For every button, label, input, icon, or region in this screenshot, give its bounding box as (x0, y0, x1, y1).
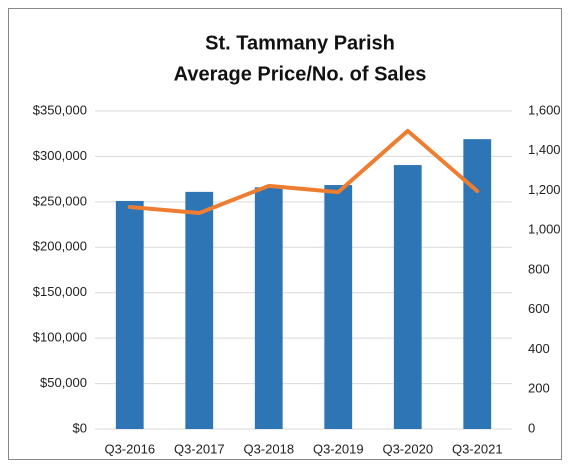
y-tick-label: $50,000 (40, 375, 87, 390)
bar (254, 187, 283, 429)
y-tick-label: $150,000 (33, 284, 87, 299)
x-tick-label: Q3-2018 (243, 441, 294, 456)
bar (324, 185, 353, 429)
y-tick-label: $350,000 (33, 102, 87, 117)
x-tick-label: Q3-2021 (452, 441, 503, 456)
bar (463, 139, 492, 429)
y2-tick-label: 0 (528, 420, 535, 435)
y-tick-label: $300,000 (33, 148, 87, 163)
bar (393, 165, 422, 429)
y2-tick-label: 1,200 (528, 182, 561, 197)
y2-tick-label: 800 (528, 261, 550, 276)
y2-tick-label: 200 (528, 381, 550, 396)
y-tick-label: $250,000 (33, 193, 87, 208)
x-tick-label: Q3-2019 (313, 441, 364, 456)
y-tick-label: $100,000 (33, 330, 87, 345)
y2-tick-label: 600 (528, 301, 550, 316)
y-tick-label: $0 (73, 420, 87, 435)
chart-title: St. Tammany Parish (205, 32, 395, 54)
y-tick-label: $200,000 (33, 239, 87, 254)
line-series (127, 128, 480, 215)
bar (115, 200, 144, 429)
y2-tick-label: 400 (528, 341, 550, 356)
x-tick-label: Q3-2016 (104, 441, 155, 456)
bar (185, 191, 214, 429)
x-tick-label: Q3-2017 (174, 441, 225, 456)
x-tick-label: Q3-2020 (382, 441, 433, 456)
y2-tick-label: 1,000 (528, 222, 561, 237)
chart-title: Average Price/No. of Sales (174, 63, 427, 85)
y2-tick-label: 1,400 (528, 142, 561, 157)
y2-tick-label: 1,600 (528, 102, 561, 117)
